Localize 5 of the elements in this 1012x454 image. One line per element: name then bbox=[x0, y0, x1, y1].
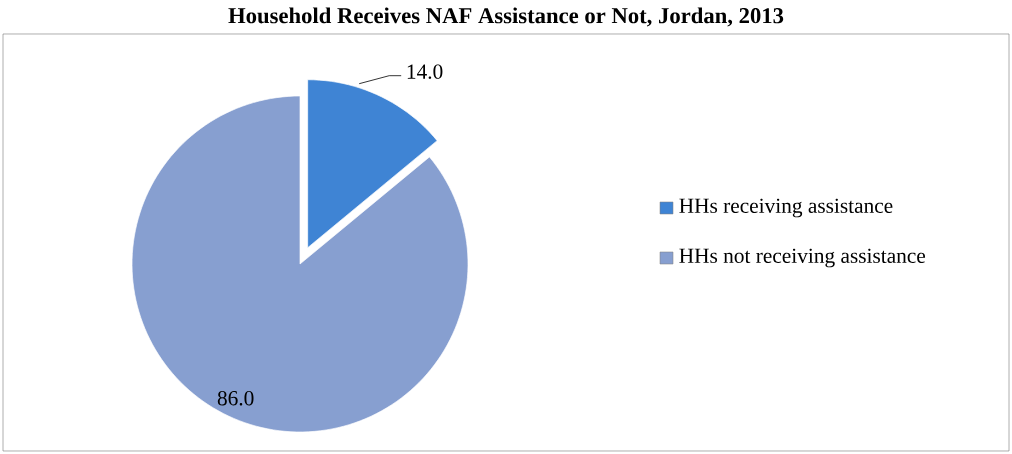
data-label: 14.0 bbox=[407, 64, 443, 79]
legend-label: HHs receiving assistance bbox=[679, 198, 893, 218]
legend-label: HHs not receiving assistance bbox=[679, 248, 926, 268]
chart-title: Household Receives NAF Assistance or Not, Jordan, 2013 bbox=[228, 7, 784, 27]
data-label: 86.0 bbox=[217, 391, 254, 406]
